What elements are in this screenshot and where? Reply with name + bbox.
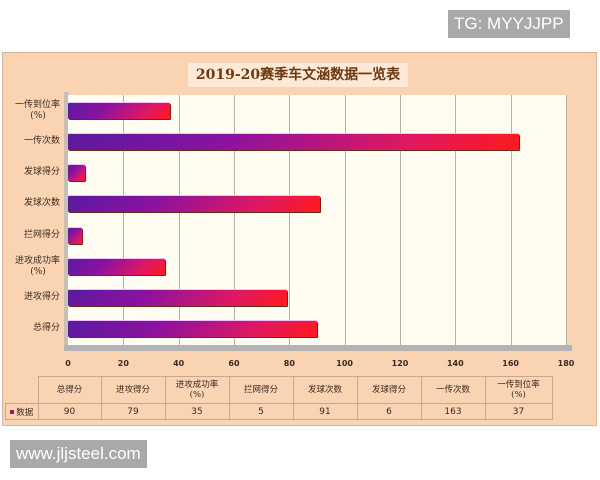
table-corner [5, 376, 39, 404]
bar [68, 321, 317, 338]
x-tick-label: 140 [446, 359, 464, 368]
plot-area [68, 95, 566, 345]
y-axis-label: 发球次数 [23, 198, 60, 209]
gridline [289, 95, 291, 348]
table-value-cell: 5 [228, 403, 294, 420]
data-table: 总得分 进攻得分 进攻成功率 (%) 拦网得分 发球次数 发球得分 一传次数 一传… [5, 376, 553, 420]
bar [68, 102, 171, 119]
x-tick-label: 80 [283, 359, 295, 368]
x-tick-label: 160 [502, 359, 519, 368]
data-table-row: 数据 90 79 35 5 91 6 163 37 [5, 403, 553, 420]
bar [68, 258, 165, 275]
gridline [344, 95, 346, 348]
x-tick-label: 40 [173, 359, 185, 368]
table-header-cell: 拦网得分 [228, 376, 294, 404]
table-series-label: 数据 [5, 403, 39, 420]
gridline [566, 95, 567, 348]
bar [68, 227, 82, 244]
x-tick-label: 0 [65, 359, 71, 368]
table-value-cell: 79 [100, 403, 166, 420]
gridline [510, 95, 512, 348]
y-axis-label: 进攻成功率 (%) [14, 255, 60, 277]
table-value-cell: 90 [37, 403, 102, 420]
chart-title: 2019-20赛季车文涵数据一览表 [188, 63, 408, 87]
x-tick-label: 60 [228, 359, 240, 368]
y-axis-label: 进攻得分 [23, 292, 60, 303]
table-header-cell: 一传到位率 (%) [484, 376, 553, 404]
table-header-cell: 总得分 [37, 376, 102, 404]
bar [68, 165, 85, 182]
watermark-bottom: www.jljsteel.com [10, 440, 147, 468]
data-table-header-row: 总得分 进攻得分 进攻成功率 (%) 拦网得分 发球次数 发球得分 一传次数 一传… [5, 376, 553, 404]
gridline [123, 95, 125, 348]
table-value-cell: 91 [292, 403, 358, 420]
y-axis-label: 一传次数 [23, 135, 60, 146]
chart-floor [64, 345, 572, 351]
y-axis-label: 拦网得分 [23, 229, 60, 240]
chart-wall [64, 92, 69, 349]
x-tick-label: 180 [557, 359, 575, 368]
y-axis-label: 一传到位率 (%) [14, 99, 60, 121]
table-value-cell: 35 [164, 403, 230, 420]
gridline [400, 95, 401, 348]
bar [68, 196, 320, 213]
table-header-cell: 一传次数 [420, 376, 486, 404]
table-value-cell: 6 [356, 403, 422, 420]
bar [68, 133, 519, 150]
x-tick-label: 20 [117, 359, 129, 368]
bar [68, 290, 287, 307]
table-header-cell: 进攻成功率 (%) [164, 376, 230, 404]
x-tick-label: 100 [336, 359, 353, 368]
table-header-cell: 进攻得分 [100, 376, 166, 404]
table-value-cell: 37 [484, 403, 553, 420]
gridline [234, 95, 235, 348]
table-header-cell: 发球次数 [292, 376, 358, 404]
y-axis-label: 总得分 [32, 323, 60, 334]
legend-swatch-icon [10, 410, 15, 414]
table-value-cell: 163 [420, 403, 486, 420]
watermark-top: TG: MYYJJPP [448, 10, 570, 38]
table-header-cell: 发球得分 [356, 376, 422, 404]
x-tick-label: 120 [391, 359, 409, 368]
y-axis-label: 发球得分 [23, 167, 60, 178]
gridline [178, 95, 180, 348]
gridline [455, 95, 457, 348]
